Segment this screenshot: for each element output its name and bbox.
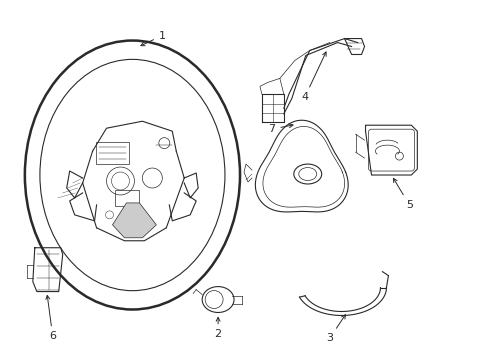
Text: 4: 4 bbox=[301, 52, 325, 102]
Polygon shape bbox=[112, 203, 156, 238]
Text: 5: 5 bbox=[393, 178, 412, 210]
Text: 1: 1 bbox=[141, 31, 165, 46]
Text: 7: 7 bbox=[268, 124, 292, 134]
Text: 6: 6 bbox=[46, 296, 56, 341]
Text: 2: 2 bbox=[214, 318, 221, 339]
Text: 3: 3 bbox=[325, 315, 345, 343]
